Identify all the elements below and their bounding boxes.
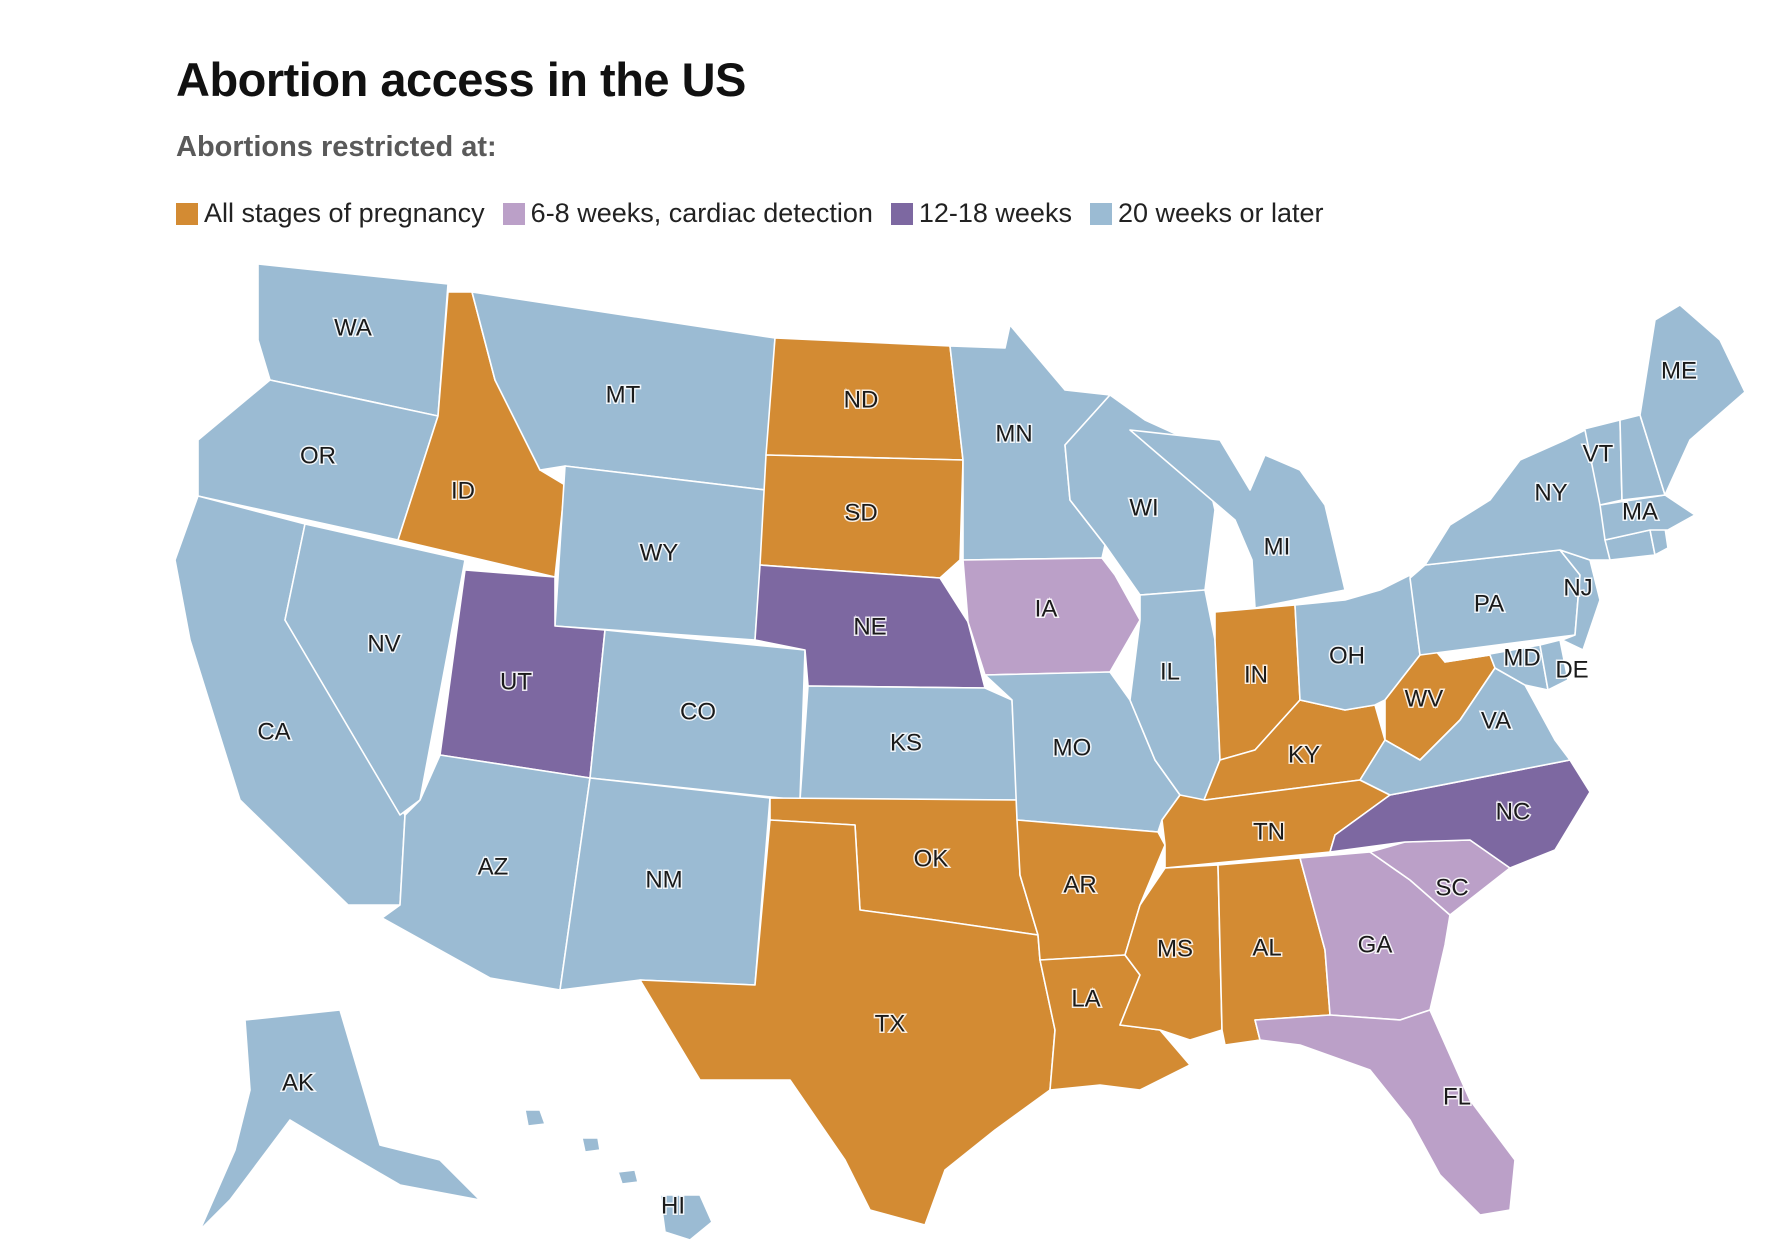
legend-item-6-8-weeks: 6-8 weeks, cardiac detection bbox=[502, 198, 873, 229]
state-label-ny: NY bbox=[1534, 479, 1567, 506]
state-label-nv: NV bbox=[367, 630, 400, 657]
legend-item-12-18-weeks: 12-18 weeks bbox=[890, 198, 1072, 229]
state-nj[interactable] bbox=[1559, 549, 1601, 651]
state-ak[interactable] bbox=[199, 1009, 481, 1231]
state-or[interactable] bbox=[197, 379, 439, 541]
state-ia[interactable] bbox=[962, 557, 1141, 676]
state-label-co: CO bbox=[680, 698, 716, 725]
state-label-wi: WI bbox=[1129, 494, 1158, 521]
state-label-sc: SC bbox=[1435, 874, 1468, 901]
state-label-il: IL bbox=[1160, 658, 1180, 685]
labels-layer: WA OR CA NV ID MT WY UT AZ CO NM ND SD N… bbox=[256, 313, 1699, 1221]
state-hi[interactable] bbox=[524, 1109, 713, 1240]
state-label-wv: WV bbox=[1405, 685, 1444, 712]
state-label-al: AL bbox=[1252, 934, 1281, 961]
legend-label-12-18-weeks: 12-18 weeks bbox=[918, 198, 1072, 228]
state-label-pa: PA bbox=[1474, 590, 1504, 617]
state-label-fl: FL bbox=[1443, 1083, 1471, 1110]
state-label-sd: SD bbox=[844, 499, 877, 526]
state-label-nj: NJ bbox=[1563, 574, 1592, 601]
state-label-nd: ND bbox=[844, 386, 879, 413]
state-label-mt: MT bbox=[606, 381, 641, 408]
state-mi[interactable] bbox=[1129, 429, 1346, 609]
state-label-ok: OK bbox=[914, 845, 949, 872]
state-label-in: IN bbox=[1244, 661, 1268, 688]
state-label-ak: AK bbox=[282, 1069, 314, 1096]
legend-swatch-20-weeks bbox=[1089, 202, 1112, 225]
state-nv[interactable] bbox=[284, 523, 466, 816]
state-label-mn: MN bbox=[995, 420, 1032, 447]
state-fl[interactable] bbox=[1254, 1009, 1516, 1216]
state-label-wy: WY bbox=[640, 539, 679, 566]
legend-item-all-stages: All stages of pregnancy bbox=[176, 198, 485, 229]
state-me[interactable] bbox=[1639, 304, 1746, 496]
state-label-id: ID bbox=[451, 477, 475, 504]
state-label-vt: VT bbox=[1583, 440, 1614, 467]
state-label-mo: MO bbox=[1053, 734, 1092, 761]
state-label-ga: GA bbox=[1358, 931, 1393, 958]
state-label-ne: NE bbox=[853, 613, 886, 640]
legend-swatch-6-8-weeks bbox=[502, 202, 525, 225]
state-tx[interactable] bbox=[639, 819, 1056, 1226]
state-label-ca: CA bbox=[257, 718, 290, 745]
legend-label-all-stages: All stages of pregnancy bbox=[204, 198, 485, 228]
state-label-de: DE bbox=[1555, 656, 1588, 683]
state-de[interactable] bbox=[1539, 639, 1569, 691]
state-label-tx: TX bbox=[875, 1010, 906, 1037]
state-label-hi: HI bbox=[661, 1192, 685, 1219]
map-subtitle: Abortions restricted at: bbox=[176, 131, 497, 163]
map-title: Abortion access in the US bbox=[176, 53, 746, 106]
state-label-tn: TN bbox=[1253, 818, 1285, 845]
state-label-ks: KS bbox=[890, 729, 922, 756]
state-label-va: VA bbox=[1481, 707, 1511, 734]
state-label-wa: WA bbox=[334, 314, 372, 341]
legend-item-20-weeks: 20 weeks or later bbox=[1089, 198, 1324, 229]
state-label-nc: NC bbox=[1496, 798, 1531, 825]
legend-label-20-weeks: 20 weeks or later bbox=[1117, 198, 1324, 228]
legend: All stages of pregnancy 6-8 weeks, cardi… bbox=[176, 198, 1342, 229]
state-label-mi: MI bbox=[1264, 533, 1291, 560]
state-label-az: AZ bbox=[478, 853, 509, 880]
state-label-la: LA bbox=[1071, 985, 1100, 1012]
state-label-ia: IA bbox=[1035, 595, 1058, 622]
state-label-oh: OH bbox=[1329, 642, 1365, 669]
state-label-ky: KY bbox=[1288, 741, 1320, 768]
legend-swatch-all-stages bbox=[176, 202, 198, 225]
legend-swatch-12-18-weeks bbox=[890, 202, 913, 225]
state-label-ut: UT bbox=[500, 668, 532, 695]
state-label-ar: AR bbox=[1063, 871, 1096, 898]
state-label-nm: NM bbox=[645, 866, 682, 893]
state-label-md: MD bbox=[1503, 644, 1540, 671]
states-layer bbox=[174, 263, 1746, 1240]
state-label-ma: MA bbox=[1622, 498, 1658, 525]
state-sd[interactable] bbox=[759, 454, 964, 579]
state-label-or: OR bbox=[300, 442, 336, 469]
state-label-me: ME bbox=[1661, 357, 1697, 384]
state-vt[interactable] bbox=[1579, 419, 1623, 506]
legend-label-6-8-weeks: 6-8 weeks, cardiac detection bbox=[530, 198, 873, 228]
state-label-ms: MS bbox=[1157, 935, 1193, 962]
